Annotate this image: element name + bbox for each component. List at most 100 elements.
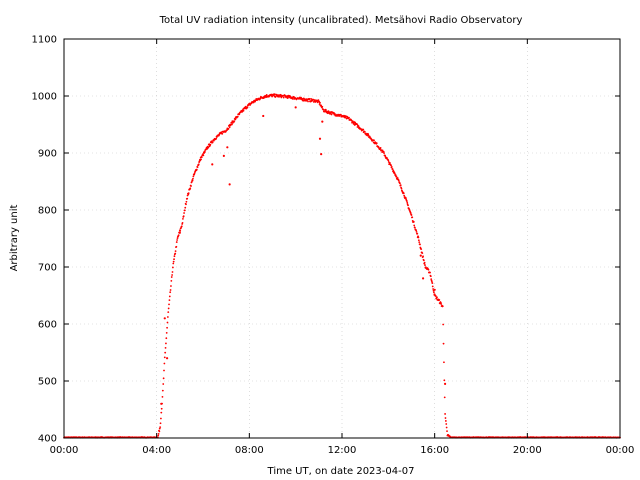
data-point bbox=[183, 209, 186, 212]
data-point bbox=[319, 101, 321, 104]
data-point bbox=[320, 104, 323, 107]
data-point bbox=[157, 432, 160, 435]
x-tick-label: 00:00 bbox=[50, 445, 79, 456]
data-point bbox=[161, 395, 164, 398]
plot-frame bbox=[63, 38, 621, 439]
data-point bbox=[200, 156, 203, 158]
data-point bbox=[431, 282, 434, 285]
data-point bbox=[286, 97, 289, 100]
data-point bbox=[170, 285, 172, 287]
data-point bbox=[238, 113, 241, 116]
data-point bbox=[222, 154, 225, 157]
data-point bbox=[441, 305, 444, 308]
data-point bbox=[171, 274, 174, 276]
data-point bbox=[273, 93, 276, 96]
data-point bbox=[228, 126, 231, 129]
data-point bbox=[429, 275, 432, 278]
data-point bbox=[209, 143, 212, 146]
data-point bbox=[167, 307, 170, 310]
data-point bbox=[246, 106, 249, 109]
data-point bbox=[172, 260, 175, 263]
data-point bbox=[173, 255, 176, 258]
data-point bbox=[211, 163, 214, 166]
data-points bbox=[63, 93, 621, 439]
y-tick-label: 400 bbox=[38, 434, 57, 445]
data-point bbox=[165, 331, 168, 334]
data-point bbox=[432, 288, 435, 290]
data-point bbox=[403, 194, 406, 197]
data-point bbox=[431, 285, 434, 288]
data-point bbox=[396, 176, 399, 179]
data-point bbox=[444, 413, 446, 415]
data-point bbox=[442, 342, 445, 345]
data-point bbox=[280, 96, 283, 99]
data-point bbox=[321, 120, 324, 123]
data-point bbox=[177, 234, 180, 237]
data-point bbox=[443, 382, 447, 385]
x-tick-label: 04:00 bbox=[142, 445, 171, 456]
data-point bbox=[382, 150, 385, 153]
y-tick-label: 600 bbox=[38, 320, 57, 331]
data-point bbox=[207, 146, 210, 149]
data-point bbox=[282, 96, 285, 99]
data-point bbox=[318, 103, 321, 105]
data-point bbox=[163, 369, 165, 372]
data-point bbox=[164, 346, 167, 349]
data-point bbox=[417, 236, 420, 239]
data-point bbox=[164, 351, 167, 354]
data-point bbox=[175, 241, 178, 243]
data-point bbox=[362, 128, 365, 131]
data-point bbox=[278, 95, 280, 98]
x-tick-label: 16:00 bbox=[420, 445, 449, 456]
data-point bbox=[163, 356, 166, 359]
data-point bbox=[432, 291, 435, 294]
data-point bbox=[185, 200, 188, 203]
data-point bbox=[159, 422, 162, 425]
data-point bbox=[414, 227, 416, 229]
data-point bbox=[406, 201, 409, 204]
data-point bbox=[424, 264, 426, 266]
data-point bbox=[413, 224, 416, 227]
y-tick-label: 900 bbox=[38, 149, 57, 160]
data-point bbox=[320, 153, 323, 156]
data-point bbox=[175, 245, 178, 248]
data-point bbox=[421, 252, 424, 255]
data-point bbox=[429, 271, 431, 274]
data-point bbox=[160, 407, 163, 410]
data-point bbox=[427, 268, 430, 271]
data-point bbox=[180, 225, 183, 228]
data-point bbox=[189, 187, 192, 190]
data-point bbox=[160, 411, 163, 414]
data-point bbox=[391, 168, 394, 170]
data-point bbox=[161, 389, 164, 392]
data-point bbox=[310, 98, 313, 100]
data-point bbox=[202, 153, 204, 155]
data-point bbox=[173, 258, 175, 261]
data-point bbox=[419, 254, 422, 257]
data-point bbox=[182, 217, 184, 220]
data-point bbox=[416, 232, 419, 235]
data-point bbox=[387, 159, 390, 162]
data-point bbox=[399, 182, 401, 185]
data-point bbox=[423, 261, 426, 264]
data-point bbox=[379, 146, 382, 149]
data-point bbox=[419, 243, 421, 246]
data-point bbox=[394, 174, 397, 176]
data-point bbox=[159, 426, 162, 429]
data-point bbox=[170, 276, 173, 278]
data-point bbox=[421, 277, 425, 280]
data-point bbox=[418, 241, 421, 244]
data-point bbox=[215, 137, 218, 140]
data-point bbox=[262, 114, 265, 118]
data-point bbox=[446, 430, 448, 433]
data-point bbox=[402, 192, 405, 195]
data-point bbox=[168, 303, 170, 306]
data-point bbox=[275, 95, 277, 98]
data-point bbox=[440, 303, 443, 305]
data-point bbox=[443, 396, 446, 399]
data-point bbox=[442, 323, 445, 326]
data-point bbox=[373, 139, 375, 142]
data-point bbox=[321, 105, 324, 108]
data-point bbox=[171, 266, 174, 269]
data-point bbox=[176, 237, 179, 240]
